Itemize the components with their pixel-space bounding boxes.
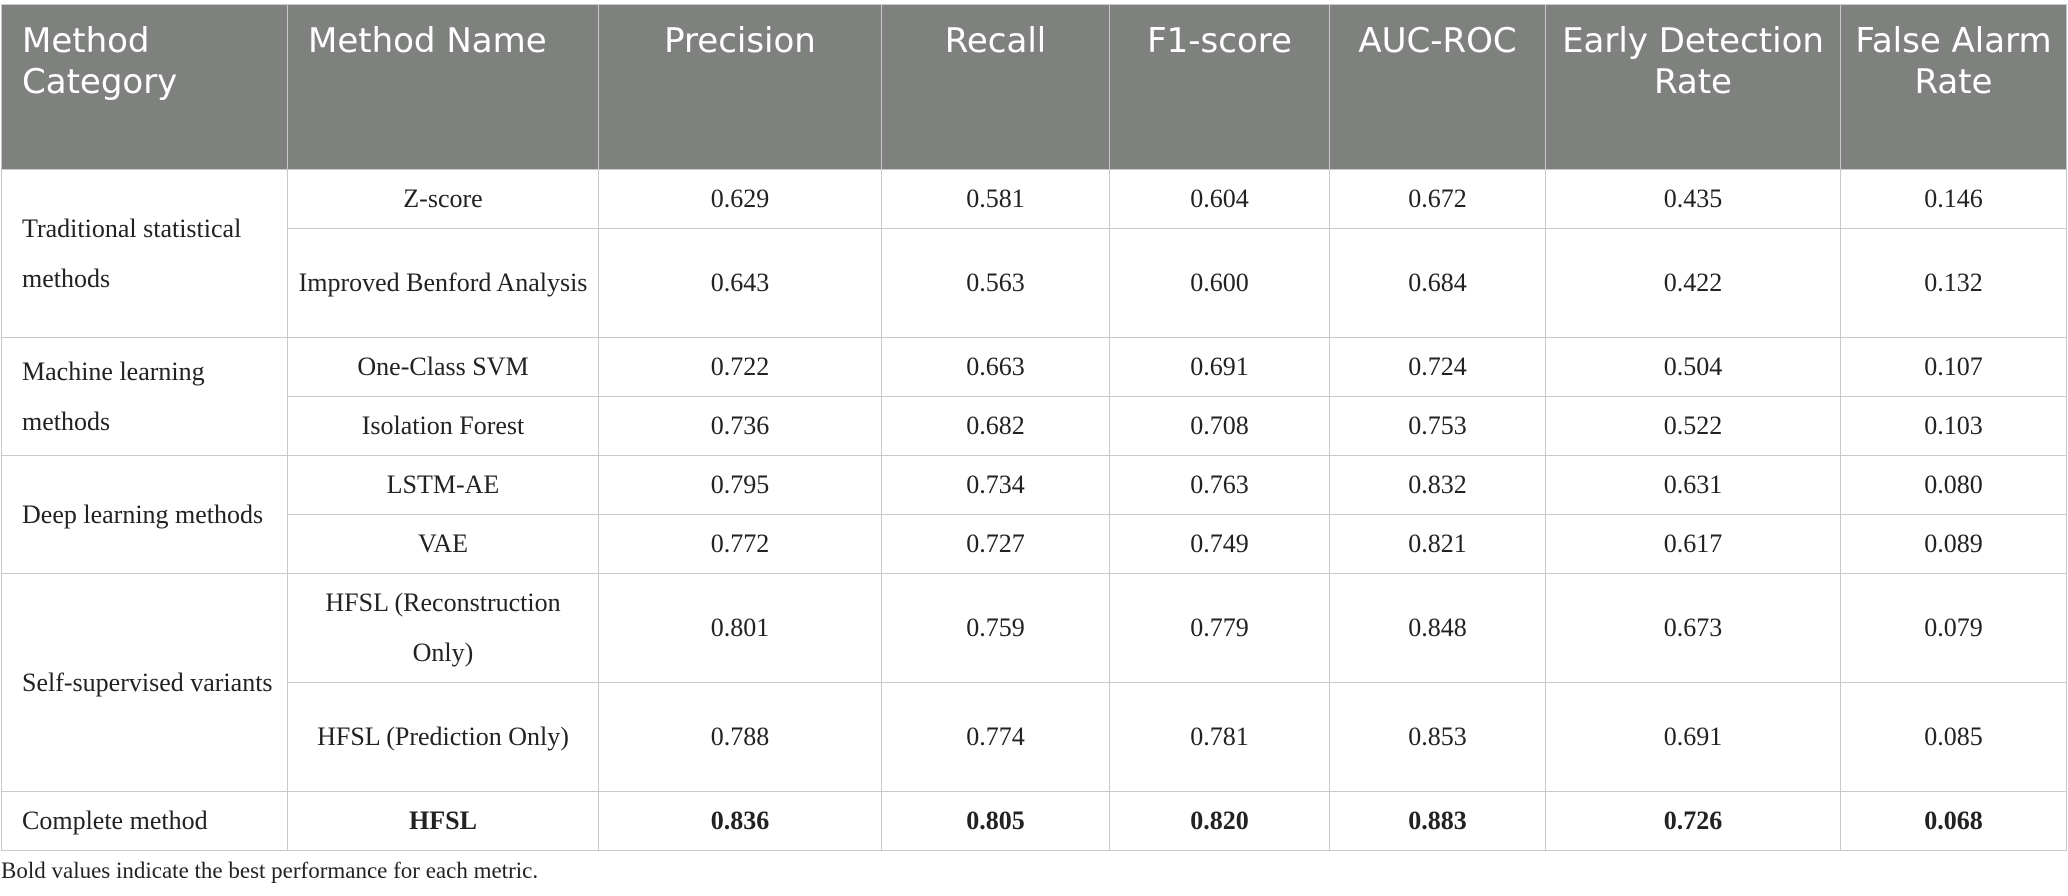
early-detection-cell: 0.673	[1545, 573, 1841, 683]
header-precision: Precision	[598, 4, 882, 170]
early-detection-cell: 0.504	[1545, 337, 1841, 397]
results-table: Method Category Method Name Precision Re…	[1, 4, 2067, 851]
header-early-detection-rate: Early Detection Rate	[1545, 4, 1841, 170]
auc-roc-cell: 0.753	[1329, 396, 1546, 456]
auc-roc-cell: 0.821	[1329, 514, 1546, 574]
precision-cell: 0.722	[598, 337, 882, 397]
header-row: Method Category Method Name Precision Re…	[1, 4, 2067, 170]
early-detection-cell: 0.617	[1545, 514, 1841, 574]
f1-cell: 0.763	[1109, 455, 1330, 515]
recall-cell: 0.774	[881, 682, 1110, 792]
header-false-alarm-rate: False Alarm Rate	[1840, 4, 2067, 170]
table-row: Traditional statistical methods Z-score …	[1, 169, 2067, 338]
false-alarm-cell: 0.132	[1840, 228, 2067, 338]
recall-cell: 0.727	[881, 514, 1110, 574]
auc-roc-cell: 0.724	[1329, 337, 1546, 397]
table-row: Deep learning methods LSTM-AE 0.795 0.73…	[1, 455, 2067, 574]
method-name-cell: HFSL	[287, 791, 599, 851]
false-alarm-cell: 0.089	[1840, 514, 2067, 574]
header-method-name: Method Name	[287, 4, 599, 170]
f1-cell: 0.781	[1109, 682, 1330, 792]
recall-cell: 0.563	[881, 228, 1110, 338]
table-row: HFSL (Prediction Only) 0.788 0.774 0.781…	[2, 682, 2067, 792]
table-row: Isolation Forest 0.736 0.682 0.708 0.753…	[2, 396, 2067, 456]
category-cell: Deep learning methods	[1, 455, 288, 574]
header-f1-score: F1-score	[1109, 4, 1330, 170]
method-name-cell: Z-score	[287, 169, 599, 229]
false-alarm-cell: 0.085	[1840, 682, 2067, 792]
header-auc-roc: AUC-ROC	[1329, 4, 1546, 170]
early-detection-cell: 0.691	[1545, 682, 1841, 792]
false-alarm-cell: 0.107	[1840, 337, 2067, 397]
recall-cell: 0.581	[881, 169, 1110, 229]
table-row: Complete method HFSL 0.836 0.805 0.820 0…	[1, 791, 2067, 851]
category-cell: Complete method	[1, 791, 288, 851]
early-detection-cell: 0.422	[1545, 228, 1841, 338]
table-row: VAE 0.772 0.727 0.749 0.821 0.617 0.089	[2, 514, 2067, 574]
false-alarm-cell: 0.146	[1840, 169, 2067, 229]
table-row: Machine learning methods One-Class SVM 0…	[1, 337, 2067, 456]
method-name-cell: Isolation Forest	[287, 396, 599, 456]
header-recall: Recall	[881, 4, 1110, 170]
recall-cell: 0.805	[881, 791, 1110, 851]
table-row: Self-supervised variants HFSL (Reconstru…	[1, 573, 2067, 792]
method-name-cell: HFSL (Prediction Only)	[287, 682, 599, 792]
precision-cell: 0.643	[598, 228, 882, 338]
method-name-cell: VAE	[287, 514, 599, 574]
f1-cell: 0.604	[1109, 169, 1330, 229]
early-detection-cell: 0.435	[1545, 169, 1841, 229]
early-detection-cell: 0.726	[1545, 791, 1841, 851]
method-name-cell: LSTM-AE	[287, 455, 599, 515]
method-name-cell: Improved Benford Analysis	[287, 228, 599, 338]
recall-cell: 0.663	[881, 337, 1110, 397]
false-alarm-cell: 0.103	[1840, 396, 2067, 456]
precision-cell: 0.836	[598, 791, 882, 851]
header-method-category: Method Category	[1, 4, 288, 170]
f1-cell: 0.691	[1109, 337, 1330, 397]
auc-roc-cell: 0.848	[1329, 573, 1546, 683]
recall-cell: 0.734	[881, 455, 1110, 515]
category-cell: Machine learning methods	[1, 337, 288, 456]
recall-cell: 0.759	[881, 573, 1110, 683]
false-alarm-cell: 0.068	[1840, 791, 2067, 851]
precision-cell: 0.801	[598, 573, 882, 683]
precision-cell: 0.629	[598, 169, 882, 229]
table-footnote: Bold values indicate the best performanc…	[1, 858, 539, 883]
precision-cell: 0.795	[598, 455, 882, 515]
false-alarm-cell: 0.079	[1840, 573, 2067, 683]
precision-cell: 0.772	[598, 514, 882, 574]
f1-cell: 0.708	[1109, 396, 1330, 456]
recall-cell: 0.682	[881, 396, 1110, 456]
auc-roc-cell: 0.832	[1329, 455, 1546, 515]
method-name-cell: One-Class SVM	[287, 337, 599, 397]
auc-roc-cell: 0.883	[1329, 791, 1546, 851]
f1-cell: 0.820	[1109, 791, 1330, 851]
category-cell: Traditional statistical methods	[1, 169, 288, 338]
early-detection-cell: 0.631	[1545, 455, 1841, 515]
table-row: Improved Benford Analysis 0.643 0.563 0.…	[2, 228, 2067, 338]
false-alarm-cell: 0.080	[1840, 455, 2067, 515]
auc-roc-cell: 0.684	[1329, 228, 1546, 338]
f1-cell: 0.749	[1109, 514, 1330, 574]
method-name-cell: HFSL (Reconstruction Only)	[287, 573, 599, 683]
auc-roc-cell: 0.853	[1329, 682, 1546, 792]
precision-cell: 0.736	[598, 396, 882, 456]
f1-cell: 0.779	[1109, 573, 1330, 683]
precision-cell: 0.788	[598, 682, 882, 792]
category-cell: Self-supervised variants	[1, 573, 288, 792]
early-detection-cell: 0.522	[1545, 396, 1841, 456]
auc-roc-cell: 0.672	[1329, 169, 1546, 229]
f1-cell: 0.600	[1109, 228, 1330, 338]
